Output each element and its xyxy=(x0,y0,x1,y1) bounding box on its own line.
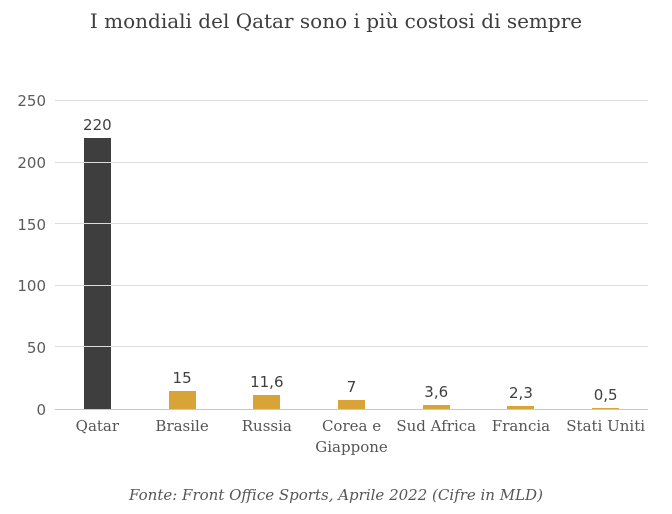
bar-slot: 3,6 xyxy=(394,101,479,409)
bar-slot: 0,5 xyxy=(563,101,648,409)
x-category-label: Stati Uniti xyxy=(566,417,646,435)
bar-qatar xyxy=(83,137,111,409)
gridline-250 xyxy=(55,100,648,101)
x-category-label: Brasile xyxy=(155,417,209,435)
y-axis: 0 50 100 150 200 250 xyxy=(0,92,46,419)
gridline-50 xyxy=(55,346,648,348)
bar-slot: 11,6 xyxy=(224,101,309,409)
y-tick-label-150: 150 xyxy=(17,215,46,234)
y-tick-label-0: 0 xyxy=(36,401,46,419)
gridline-150 xyxy=(55,223,648,225)
y-tick-label-200: 200 xyxy=(17,153,46,172)
chart-title: I mondiali del Qatar sono i più costosi … xyxy=(89,9,583,33)
y-tick-label-250: 250 xyxy=(17,92,46,110)
bar-corea-e-giappone xyxy=(338,400,366,409)
bar-value-label: 7 xyxy=(346,378,357,397)
bars-row: 220 15 11,6 7 3,6 2,3 0,5 xyxy=(55,101,648,409)
bar-slot: 220 xyxy=(55,101,140,409)
bar-sud-africa xyxy=(422,404,450,409)
bar-slot: 7 xyxy=(309,101,394,409)
bar-value-label: 15 xyxy=(172,368,192,387)
bar-value-label: 220 xyxy=(83,115,112,134)
source-note: Fonte: Front Office Sports, Aprile 2022 … xyxy=(129,486,543,504)
x-category-label: Sud Africa xyxy=(396,417,477,435)
x-category-label: Francia xyxy=(491,417,551,435)
x-category-label: Corea e Giappone xyxy=(315,417,388,456)
x-category-label: Qatar xyxy=(75,417,120,435)
bar-slot: 15 xyxy=(140,101,225,409)
plot-area: 220 15 11,6 7 3,6 2,3 0,5 xyxy=(55,100,648,410)
bar-value-label: 2,3 xyxy=(509,384,533,403)
x-category-label: Russia xyxy=(241,417,292,435)
bar-slot: 2,3 xyxy=(479,101,564,409)
bar-francia xyxy=(507,406,535,409)
y-tick-label-50: 50 xyxy=(26,339,46,358)
bar-value-label: 11,6 xyxy=(250,372,284,391)
bar-russia xyxy=(253,394,281,409)
gridline-200 xyxy=(55,161,648,163)
x-axis: Qatar Brasile Russia Corea e Giappone Sud Af… xyxy=(55,416,648,458)
bar-value-label: 3,6 xyxy=(424,382,449,401)
bar-brasile xyxy=(168,390,196,409)
y-tick-label-100: 100 xyxy=(17,277,46,296)
gridline-100 xyxy=(55,284,648,286)
bar-stati-uniti xyxy=(592,408,620,409)
bar-value-label: 0,5 xyxy=(593,386,618,405)
